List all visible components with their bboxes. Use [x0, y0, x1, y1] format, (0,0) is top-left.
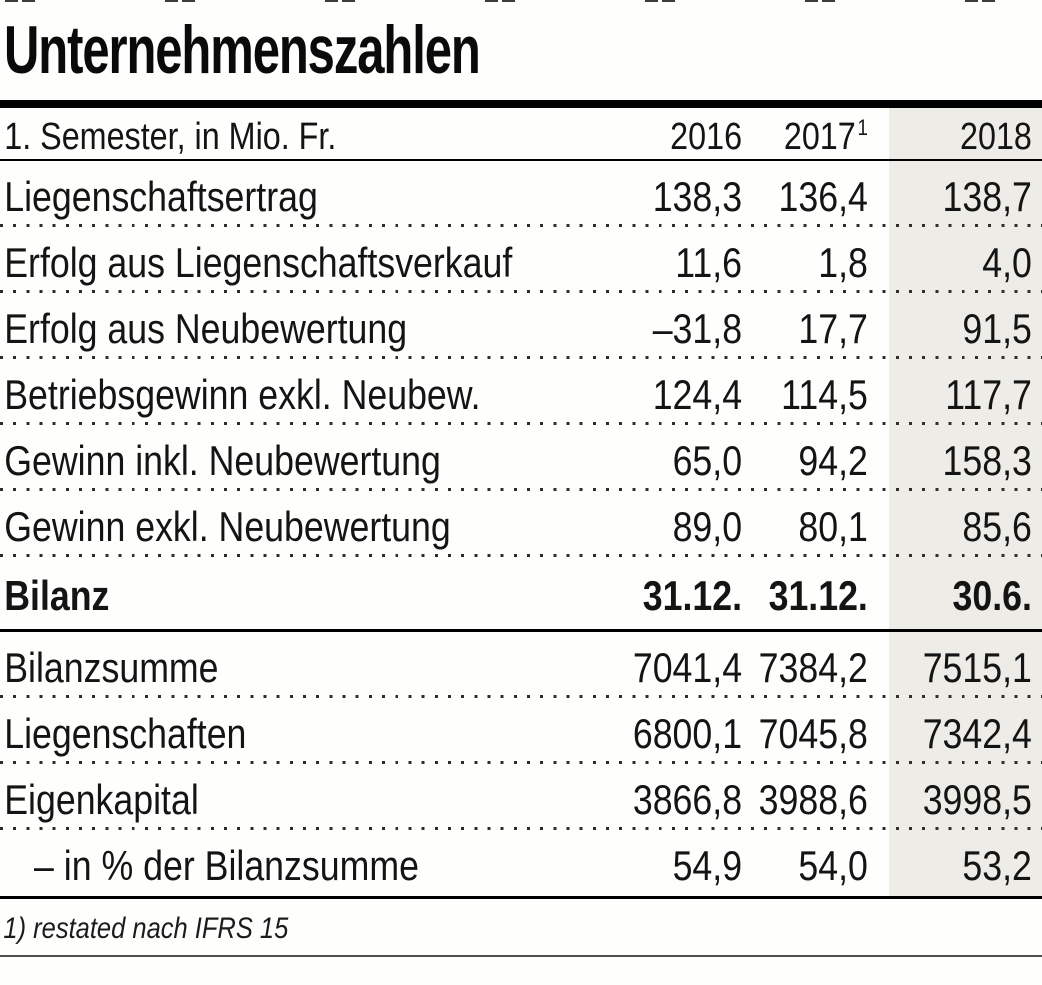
- date-2018: 30.6.: [952, 572, 1032, 619]
- year-2017-text: 2017: [783, 116, 856, 158]
- row-label: Erfolg aus Neubewertung: [4, 305, 408, 352]
- table-row: Eigenkapital 3866,8 3988,6 3998,5: [0, 764, 1042, 830]
- value-2017: 80,1: [798, 503, 868, 550]
- figures-table: 1. Semester, in Mio. Fr. 2016 20171 2018…: [0, 108, 1042, 957]
- value-2017: 17,7: [798, 305, 868, 352]
- row-label: Liegenschaften: [4, 710, 247, 757]
- value-2018: 4,0: [982, 239, 1032, 286]
- value-2017: 1,8: [818, 239, 868, 286]
- table-row: Bilanzsumme 7041,4 7384,2 7515,1: [0, 632, 1042, 698]
- value-2016: 54,9: [672, 842, 743, 889]
- footnote: 1) restated nach IFRS 15: [0, 899, 1042, 957]
- row-label: Gewinn inkl. Neubewertung: [4, 437, 441, 484]
- cropped-dotted-rule: [0, 0, 1042, 2]
- value-2018: 91,5: [962, 305, 1032, 352]
- value-2018: 3998,5: [922, 776, 1032, 823]
- value-2018: 117,7: [945, 371, 1032, 418]
- row-label: Gewinn exkl. Neubewertung: [4, 503, 451, 550]
- bilanz-section-header-row: Bilanz 31.12. 31.12. 30.6.: [0, 557, 1042, 632]
- year-2016-header: 2016: [670, 116, 743, 158]
- value-2016: 65,0: [672, 437, 743, 484]
- table-row: Erfolg aus Neubewertung –31,8 17,7 91,5: [0, 293, 1042, 359]
- footnote-marker: 1: [857, 115, 868, 141]
- value-2017: 114,5: [781, 371, 868, 418]
- value-2016: 89,0: [672, 503, 743, 550]
- year-2018-header: 2018: [960, 116, 1032, 158]
- value-2016: 138,3: [652, 173, 743, 220]
- table-row: Gewinn inkl. Neubewertung 65,0 94,2 158,…: [0, 425, 1042, 491]
- value-2018: 53,2: [962, 842, 1032, 889]
- title-divider-bar: [0, 100, 1042, 108]
- table-header-row: 1. Semester, in Mio. Fr. 2016 20171 2018: [0, 108, 1042, 161]
- row-label: – in % der Bilanzsumme: [34, 842, 419, 889]
- highlight-band-2018: [889, 108, 1042, 896]
- row-label: Eigenkapital: [4, 776, 199, 823]
- value-2016: 124,4: [652, 371, 743, 418]
- footnote-text: 1) restated nach IFRS 15: [3, 912, 289, 945]
- value-2016: –31,8: [652, 305, 743, 352]
- table-row: Liegenschaften 6800,1 7045,8 7342,4: [0, 698, 1042, 764]
- row-label: Erfolg aus Liegenschaftsverkauf: [4, 239, 513, 286]
- row-label: Liegenschaftsertrag: [4, 173, 318, 220]
- table-row: Betriebsgewinn exkl. Neubew. 124,4 114,5…: [0, 359, 1042, 425]
- year-2017-header: 20171: [742, 116, 868, 159]
- value-2016: 7041,4: [632, 644, 743, 691]
- value-2017: 136,4: [778, 173, 868, 220]
- row-label: Betriebsgewinn exkl. Neubew.: [4, 371, 481, 418]
- table-row: – in % der Bilanzsumme 54,9 54,0 53,2: [0, 830, 1042, 899]
- page-title: Unternehmenszahlen: [4, 12, 481, 88]
- table-row: Liegenschaftsertrag 138,3 136,4 138,7: [0, 161, 1042, 227]
- date-2016: 31.12.: [642, 572, 743, 619]
- value-2016: 3866,8: [632, 776, 743, 823]
- value-2017: 3988,6: [758, 776, 868, 823]
- section-label: Bilanz: [4, 572, 110, 619]
- value-2017: 54,0: [798, 842, 868, 889]
- value-2016: 11,6: [675, 239, 743, 286]
- value-2016: 6800,1: [632, 710, 743, 757]
- table-row: Erfolg aus Liegenschaftsverkauf 11,6 1,8…: [0, 227, 1042, 293]
- value-2018: 138,7: [942, 173, 1032, 220]
- table-row: Gewinn exkl. Neubewertung 89,0 80,1 85,6: [0, 491, 1042, 557]
- value-2018: 7342,4: [922, 710, 1032, 757]
- row-label: Bilanzsumme: [4, 644, 219, 691]
- date-2017: 31.12.: [768, 572, 868, 619]
- value-2017: 7045,8: [758, 710, 868, 757]
- value-2018: 85,6: [962, 503, 1032, 550]
- value-2018: 158,3: [942, 437, 1032, 484]
- table-unit-label: 1. Semester, in Mio. Fr.: [4, 116, 337, 158]
- value-2017: 94,2: [798, 437, 868, 484]
- value-2017: 7384,2: [758, 644, 868, 691]
- value-2018: 7515,1: [922, 644, 1032, 691]
